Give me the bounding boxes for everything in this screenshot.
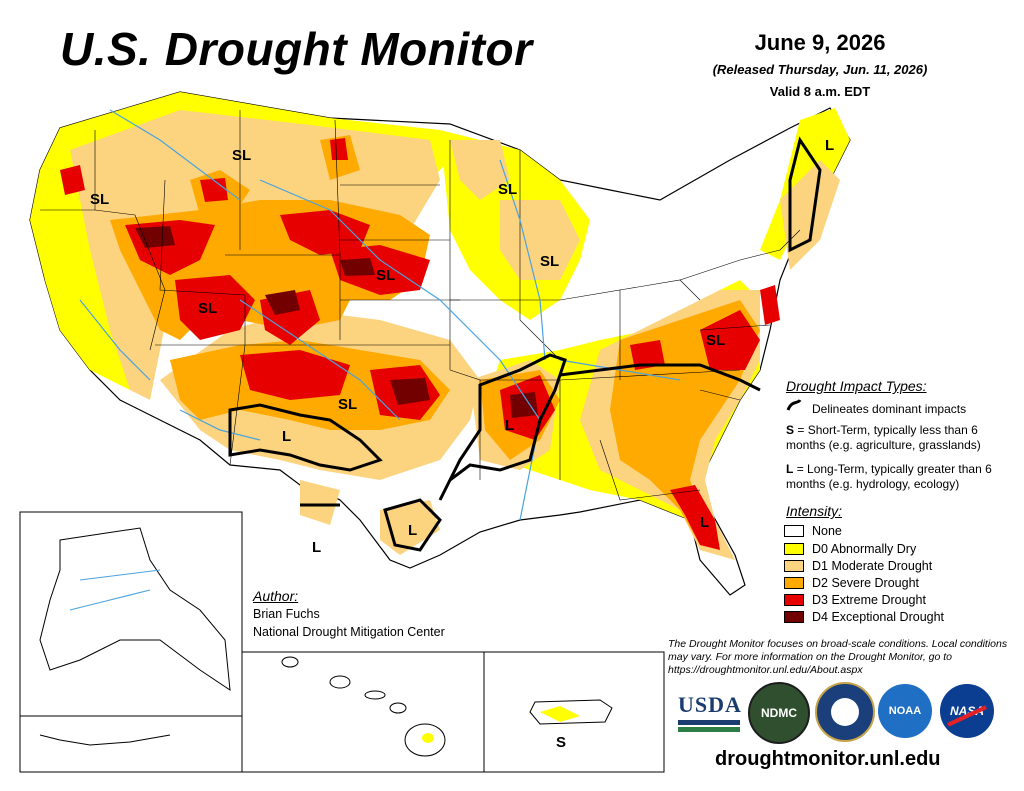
- puerto-rico-d0: [540, 706, 580, 722]
- legend-row-d0: D0 Abnormally Dry: [784, 542, 916, 556]
- state-boundaries: [40, 110, 801, 501]
- commerce-seal[interactable]: [815, 682, 875, 742]
- noaa-logo[interactable]: NOAA: [878, 684, 932, 738]
- noaa-logo-text: NOAA: [888, 705, 922, 717]
- alaska-rivers: [69, 569, 161, 611]
- author-title: Author:: [253, 588, 299, 604]
- aleutian-islands: [39, 734, 171, 746]
- legend-label: D4 Exceptional Drought: [812, 610, 945, 624]
- d4-areas: [135, 226, 538, 418]
- usda-logo-text: USDA: [678, 692, 742, 717]
- impact-l-text: = Long-Term, typically greater than 6 mo…: [786, 462, 992, 491]
- legend-row-d4: D4 Exceptional Drought: [784, 610, 944, 624]
- map-label-l: L: [700, 514, 709, 531]
- impact-short-term: S = Short-Term, typically less than 6 mo…: [786, 423, 1016, 453]
- nasa-logo[interactable]: NASA: [940, 684, 994, 738]
- impact-s-text: = Short-Term, typically less than 6 mont…: [786, 423, 981, 452]
- map-label-sl: SL: [540, 253, 559, 270]
- map-label-sl: SL: [376, 267, 395, 284]
- map-label-sl: SL: [498, 181, 517, 198]
- usda-stripe: [678, 720, 740, 725]
- legend-row-d1: D1 Moderate Drought: [784, 559, 932, 573]
- author-org: National Drought Mitigation Center: [253, 625, 445, 639]
- map-label-sl: SL: [198, 300, 217, 317]
- impact-legend-title: Drought Impact Types:: [786, 378, 927, 394]
- legend-row-d3: D3 Extreme Drought: [784, 593, 926, 607]
- legend-label: D2 Severe Drought: [812, 576, 920, 590]
- map-label-s: S: [556, 734, 566, 751]
- map-date: June 9, 2026: [754, 30, 886, 55]
- legend-swatch: [784, 611, 804, 623]
- legend-swatch: [784, 543, 804, 555]
- impact-long-term: L = Long-Term, typically greater than 6 …: [786, 462, 1016, 492]
- map-label-sl: SL: [232, 147, 251, 164]
- intensity-legend-title: Intensity:: [786, 503, 843, 519]
- legend-swatch: [784, 525, 804, 537]
- map-label-l: L: [282, 428, 291, 445]
- legend-label: D0 Abnormally Dry: [812, 542, 917, 556]
- impact-delineates-text: Delineates dominant impacts: [812, 402, 967, 416]
- disclaimer-text: The Drought Monitor focuses on broad-sca…: [668, 638, 1008, 676]
- impact-boundaries: [228, 136, 822, 552]
- impact-line-symbol: [786, 399, 802, 411]
- map-label-sl: SL: [90, 191, 109, 208]
- usda-stripe: [678, 727, 740, 732]
- aleutian-inset: [19, 715, 243, 773]
- commerce-seal-center: [831, 698, 859, 726]
- legend-swatch: [784, 577, 804, 589]
- valid-time: Valid 8 a.m. EDT: [769, 84, 871, 99]
- legend-row-none: None: [784, 524, 842, 538]
- legend-swatch: [784, 594, 804, 606]
- ndmc-logo[interactable]: NDMC: [748, 682, 810, 744]
- release-date: (Released Thursday, Jun. 11, 2026): [712, 62, 928, 77]
- map-label-l: L: [825, 137, 834, 154]
- legend-label: D3 Extreme Drought: [812, 593, 926, 607]
- map-label-l: L: [505, 417, 514, 434]
- map-label-sl: SL: [338, 396, 357, 413]
- legend-label: None: [812, 524, 842, 538]
- impact-s-key: S: [786, 423, 795, 437]
- author-name: Brian Fuchs: [253, 607, 320, 621]
- ndmc-logo-text: NDMC: [761, 706, 797, 720]
- nasa-logo-text: NASA: [949, 704, 984, 718]
- map-label-l: L: [312, 539, 321, 556]
- map-title: U.S. Drought Monitor: [60, 23, 533, 75]
- map-label-l: L: [408, 522, 417, 539]
- legend-swatch: [784, 560, 804, 572]
- map-label-sl: SL: [706, 332, 725, 349]
- legend-label: D1 Moderate Drought: [812, 559, 933, 573]
- legend-row-d2: D2 Severe Drought: [784, 576, 919, 590]
- impact-l-key: L: [786, 462, 794, 476]
- rivers: [79, 109, 681, 521]
- website-link[interactable]: droughtmonitor.unl.edu: [715, 748, 941, 770]
- usda-logo[interactable]: USDA: [678, 692, 742, 734]
- alaska-shape: [39, 527, 231, 692]
- hawaii-d0: [422, 733, 434, 743]
- hawaii-islands: [281, 656, 446, 757]
- hawaii-inset: [241, 651, 485, 773]
